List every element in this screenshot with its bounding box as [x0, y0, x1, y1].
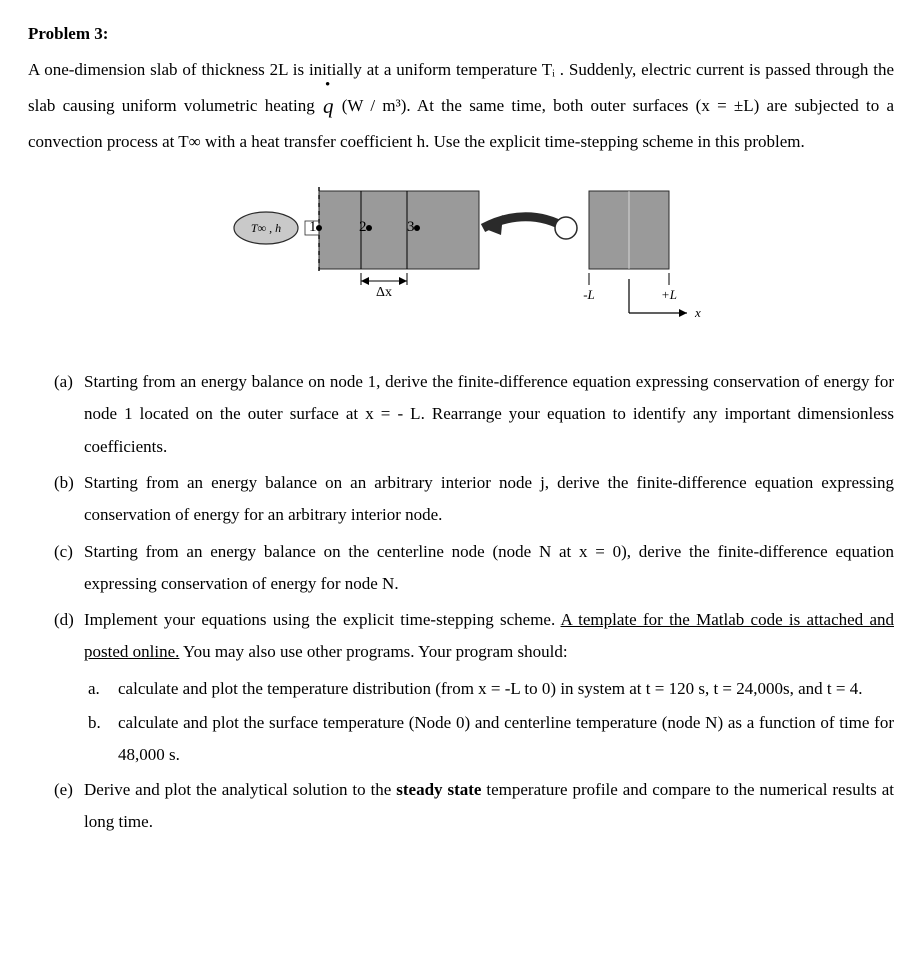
part-d-text-before: Implement your equations using the expli… [84, 610, 561, 629]
part-e-text-before: Derive and plot the analytical solution … [84, 780, 396, 799]
part-d-sub-a-text: calculate and plot the temperature distr… [118, 679, 863, 698]
part-c-text: Starting from an energy balance on the c… [84, 542, 894, 593]
problem-title: Problem 3: [28, 18, 894, 50]
parts-list: (a) Starting from an energy balance on n… [28, 366, 894, 838]
part-c-label: (c) [54, 536, 73, 568]
part-a-text: Starting from an energy balance on node … [84, 372, 894, 456]
svg-text:+L: +L [661, 287, 677, 302]
part-d-sub-a: a. calculate and plot the temperature di… [88, 673, 894, 705]
svg-text:T∞ , h: T∞ , h [251, 221, 281, 235]
part-b-label: (b) [54, 467, 74, 499]
part-d-sub-b-text: calculate and plot the surface temperatu… [118, 713, 894, 764]
q-dot-symbol: q [322, 87, 335, 127]
svg-text:-L: -L [583, 287, 595, 302]
part-e: (e) Derive and plot the analytical solut… [54, 774, 894, 839]
part-d-text-after: You may also use other programs. Your pr… [179, 642, 567, 661]
part-d-label: (d) [54, 604, 74, 636]
svg-text:x: x [694, 305, 701, 320]
part-e-label: (e) [54, 774, 73, 806]
part-d-sub-b-label: b. [88, 707, 101, 739]
part-d: (d) Implement your equations using the e… [54, 604, 894, 669]
slab-figure: T∞ , h 1 2 3 Δx [201, 173, 721, 333]
problem-page: Problem 3: A one-dimension slab of thick… [0, 0, 922, 968]
part-b-text: Starting from an energy balance on an ar… [84, 473, 894, 524]
part-c: (c) Starting from an energy balance on t… [54, 536, 894, 601]
svg-text:1: 1 [309, 219, 317, 235]
part-a-label: (a) [54, 366, 73, 398]
figure-container: T∞ , h 1 2 3 Δx [28, 173, 894, 344]
svg-text:3: 3 [407, 219, 415, 235]
part-d-sub-b: b. calculate and plot the surface temper… [88, 707, 894, 772]
svg-text:2: 2 [359, 219, 367, 235]
part-e-bold: steady state [396, 780, 481, 799]
svg-text:Δx: Δx [376, 285, 392, 300]
part-a: (a) Starting from an energy balance on n… [54, 366, 894, 463]
part-d-sub-a-label: a. [88, 673, 100, 705]
part-b: (b) Starting from an energy balance on a… [54, 467, 894, 532]
problem-statement: A one-dimension slab of thickness 2L is … [28, 54, 894, 158]
